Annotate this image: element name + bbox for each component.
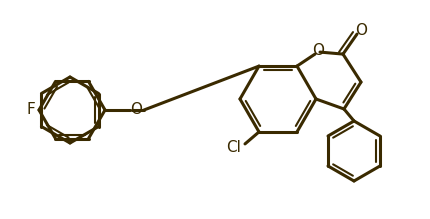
Text: Cl: Cl [226, 140, 241, 155]
Text: F: F [26, 102, 35, 118]
Text: O: O [312, 42, 324, 58]
Text: O: O [130, 102, 142, 118]
Text: O: O [355, 23, 367, 38]
